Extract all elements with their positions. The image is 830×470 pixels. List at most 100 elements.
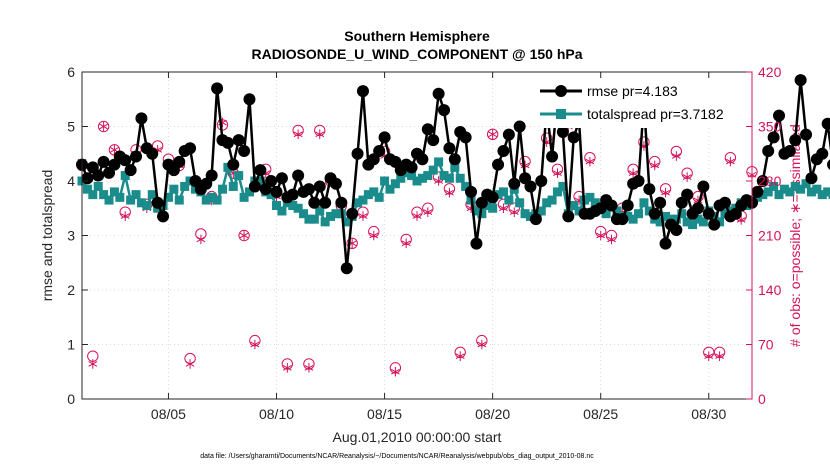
totalspread-marker xyxy=(628,214,638,224)
totalspread-marker xyxy=(644,206,654,216)
totalspread-marker xyxy=(88,190,98,200)
legend-totalspread-label: totalspread pr=3.7182 xyxy=(587,106,724,122)
totalspread-marker xyxy=(715,217,725,227)
totalspread-marker xyxy=(82,184,92,194)
rmse-marker xyxy=(529,213,542,226)
chart-subtitle: RADIOSONDE_U_WIND_COMPONENT @ 150 hPa xyxy=(251,46,582,62)
totalspread-marker xyxy=(536,206,546,216)
totalspread-marker xyxy=(488,203,498,213)
assimilated-obs-marker xyxy=(315,129,325,140)
totalspread-marker xyxy=(266,190,276,200)
rmse-marker xyxy=(762,145,775,158)
totalspread-marker xyxy=(423,171,433,181)
rmse-marker xyxy=(621,199,634,212)
rmse-marker xyxy=(205,169,218,182)
totalspread-marker xyxy=(655,217,665,227)
rmse-marker xyxy=(459,131,472,144)
rmse-series xyxy=(76,74,830,275)
rmse-marker xyxy=(632,175,645,187)
rmse-marker xyxy=(670,224,683,237)
assimilated-obs-marker xyxy=(628,168,638,179)
assimilated-obs-marker xyxy=(477,339,487,350)
rmse-marker xyxy=(405,161,418,174)
totalspread-marker xyxy=(817,190,827,200)
legend: rmse pr=4.183 totalspread pr=3.7182 xyxy=(540,78,745,128)
totalspread-marker xyxy=(288,201,298,211)
legend-box xyxy=(540,78,745,128)
y-tick-label: 5 xyxy=(67,119,75,135)
rmse-marker xyxy=(789,134,802,147)
totalspread-marker xyxy=(520,209,530,219)
totalspread-marker xyxy=(353,198,363,208)
rmse-marker xyxy=(718,196,731,209)
assimilated-obs-marker xyxy=(704,351,714,361)
totalspread-marker xyxy=(401,168,411,178)
x-tick-label: 08/15 xyxy=(367,406,402,422)
totalspread-marker xyxy=(504,195,514,205)
totalspread-marker xyxy=(299,209,309,219)
totalspread-marker xyxy=(131,190,141,200)
x-tick-label: 08/10 xyxy=(259,406,294,422)
rmse-marker xyxy=(238,145,251,158)
rmse-marker xyxy=(443,142,456,155)
totalspread-marker xyxy=(428,165,438,175)
rmse-marker xyxy=(805,172,818,185)
totalspread-marker xyxy=(677,209,687,219)
totalspread-marker xyxy=(109,187,119,197)
totalspread-marker xyxy=(477,209,487,219)
totalspread-marker xyxy=(682,217,692,227)
assimilated-obs-marker xyxy=(509,207,519,217)
totalspread-marker xyxy=(369,187,379,197)
rmse-marker xyxy=(508,177,521,190)
totalspread-marker xyxy=(358,195,368,205)
rmse-marker xyxy=(816,147,829,160)
rmse-marker xyxy=(605,199,618,212)
totalspread-marker xyxy=(99,190,109,200)
totalspread-marker xyxy=(315,206,325,216)
totalspread-marker xyxy=(585,192,595,202)
totalspread-marker xyxy=(547,195,557,205)
rmse-marker xyxy=(702,207,715,220)
totalspread-marker xyxy=(574,206,584,216)
totalspread-marker xyxy=(272,201,282,211)
rmse-marker xyxy=(756,175,769,187)
legend-totalspread-marker xyxy=(556,109,566,119)
assimilated-obs-marker xyxy=(585,156,595,167)
rmse-marker xyxy=(270,185,283,198)
assimilated-obs-marker xyxy=(445,187,454,198)
rmse-marker xyxy=(221,136,234,149)
rmse-marker xyxy=(119,154,132,167)
totalspread-marker xyxy=(709,211,719,221)
rmse-marker xyxy=(773,109,786,122)
assimilated-obs-marker xyxy=(390,366,400,377)
totalspread-marker xyxy=(471,206,481,216)
totalspread-marker xyxy=(661,211,671,221)
assimilated-obs-marker xyxy=(412,211,422,221)
totalspread-marker xyxy=(277,206,287,216)
y-tick-label: 2 xyxy=(67,282,75,298)
totalspread-marker xyxy=(228,181,238,191)
totalspread-marker xyxy=(120,171,130,181)
rmse-marker xyxy=(184,142,197,155)
rmse-marker xyxy=(643,183,656,196)
rmse-marker xyxy=(556,125,569,138)
possible-obs-marker xyxy=(97,120,110,133)
rmse-marker xyxy=(356,85,369,98)
totalspread-marker xyxy=(434,157,444,167)
rmse-marker xyxy=(292,169,305,182)
x-tick-label: 08/20 xyxy=(475,406,510,422)
totalspread-marker xyxy=(455,173,465,183)
rmse-marker xyxy=(92,169,105,182)
totalspread-marker xyxy=(698,217,708,227)
assimilated-obs-marker xyxy=(401,238,411,249)
rmse-marker xyxy=(135,112,148,125)
totalspread-marker xyxy=(217,184,227,194)
totalspread-marker xyxy=(309,214,319,224)
rmse-marker xyxy=(146,147,159,160)
totalspread-marker xyxy=(806,187,816,197)
totalspread-marker xyxy=(136,198,146,208)
possible-obs-marker xyxy=(238,229,250,242)
rmse-marker xyxy=(373,145,386,158)
totalspread-marker xyxy=(623,211,633,221)
y2-tick-label: 70 xyxy=(758,337,774,353)
